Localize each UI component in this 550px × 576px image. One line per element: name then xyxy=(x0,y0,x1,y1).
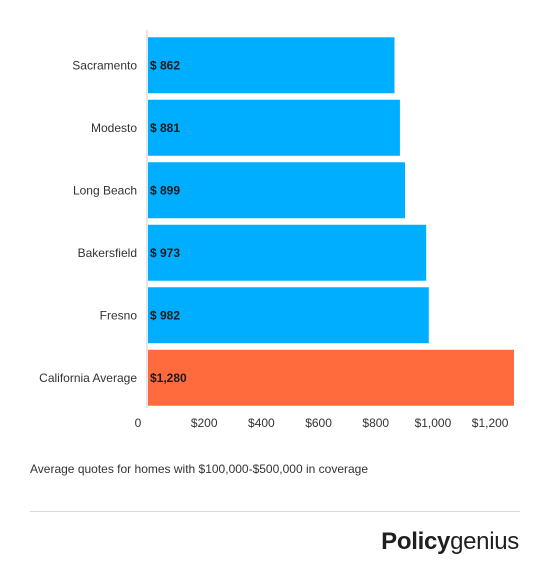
category-label-fresno: Fresno xyxy=(100,308,138,322)
category-label-long-beach: Long Beach xyxy=(73,183,137,197)
value-label-modesto: $ 881 xyxy=(150,121,180,135)
x-tick-label: $600 xyxy=(305,416,332,430)
value-label-long-beach: $ 899 xyxy=(150,183,180,197)
chart-caption: Average quotes for homes with $100,000-$… xyxy=(30,462,369,476)
value-label-sacramento: $ 862 xyxy=(150,58,180,72)
category-label-modesto: Modesto xyxy=(91,121,137,135)
x-tick-label: 0 xyxy=(135,416,142,430)
value-label-fresno: $ 982 xyxy=(150,308,180,322)
value-label-bakersfield: $ 973 xyxy=(150,246,180,260)
x-tick-label: $200 xyxy=(191,416,218,430)
bar-california-average xyxy=(148,349,514,406)
bar-modesto xyxy=(148,99,400,156)
x-tick-label: $1,200 xyxy=(472,416,509,430)
x-tick-label: $400 xyxy=(248,416,275,430)
category-label-bakersfield: Bakersfield xyxy=(78,246,137,260)
value-label-california-average: $1,280 xyxy=(150,371,187,385)
category-labels-group: Sacramento Modesto Long Beach Bakersfield Fr… xyxy=(39,58,137,385)
bars-group xyxy=(148,37,514,406)
x-axis-ticks-group: 0 $200 $400 $600 $800 $1,000 $1,200 xyxy=(135,416,509,430)
x-tick-label: $1,000 xyxy=(415,416,452,430)
bar-fresno xyxy=(148,287,429,344)
category-label-sacramento: Sacramento xyxy=(72,58,137,72)
value-labels-group: $ 862 $ 881 $ 899 $ 973 $ 982 $1,280 xyxy=(150,58,187,385)
logo-bold-text: Policy xyxy=(381,528,451,555)
category-label-california-average: California Average xyxy=(39,371,137,385)
bar-bakersfield xyxy=(148,224,427,281)
divider xyxy=(30,511,520,512)
bar-sacramento xyxy=(148,37,395,94)
logo-light-text: genius xyxy=(450,528,519,555)
policygenius-logo: Policygenius xyxy=(381,528,519,556)
bar-chart: Sacramento Modesto Long Beach Bakersfield Fr… xyxy=(39,30,514,430)
x-tick-label: $800 xyxy=(362,416,389,430)
bar-long-beach xyxy=(148,162,406,219)
